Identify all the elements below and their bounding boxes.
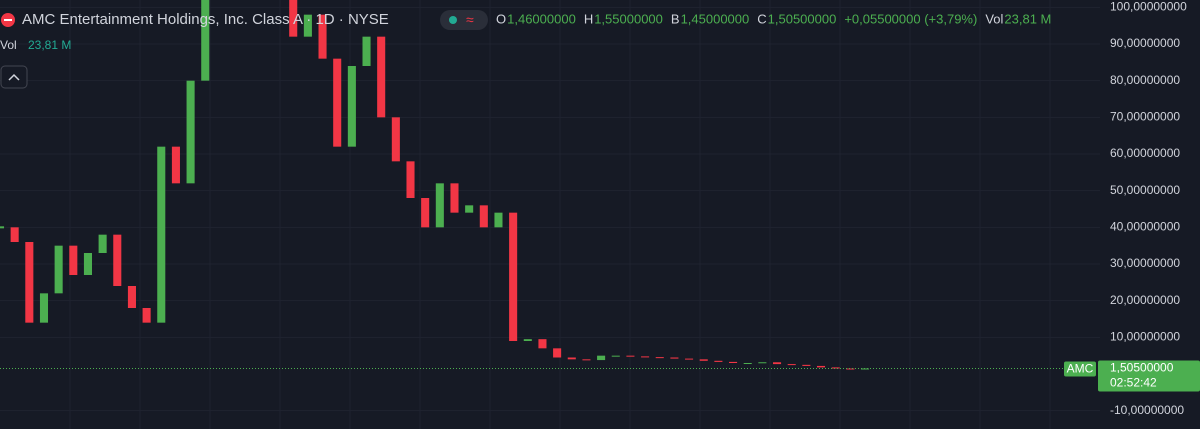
- candle: [787, 364, 796, 366]
- status-icon: ≈: [466, 12, 474, 28]
- legend: AMC Entertainment Holdings, Inc. Class A…: [1, 10, 488, 30]
- price-tag: [1098, 360, 1200, 392]
- candle: [157, 146, 166, 323]
- candle: [626, 355, 635, 357]
- y-tick-label: 30,00000000: [1110, 256, 1180, 270]
- ohlc-values: O 1,46000000 H 1,55000000 B 1,45000000 C 1,5050…: [496, 11, 1051, 26]
- ohlc-label: C: [757, 11, 766, 26]
- symbol-tag: [1064, 361, 1096, 377]
- candle: [347, 66, 356, 147]
- price-tag-countdown: 02:52:42: [1110, 376, 1157, 390]
- candle: [553, 348, 562, 358]
- candle: [25, 242, 34, 323]
- volume-value: 23,81 M: [28, 38, 71, 52]
- y-tick-label: 70,00000000: [1110, 110, 1180, 124]
- ohlc-value: 1,45000000: [681, 11, 750, 26]
- candle: [142, 308, 151, 323]
- candle: [186, 80, 195, 184]
- ohlc-label: O: [496, 11, 506, 26]
- candle: [773, 362, 782, 365]
- candle: [201, 0, 210, 81]
- candle: [758, 362, 767, 364]
- volume-label: Vol: [0, 38, 17, 52]
- status-dot: [449, 16, 457, 24]
- candle: [54, 245, 63, 294]
- candle: [377, 36, 386, 118]
- candle: [538, 339, 547, 349]
- candle: [98, 234, 107, 253]
- candle: [509, 212, 518, 341]
- ohlc-label: B: [671, 11, 680, 26]
- candle: [479, 205, 488, 228]
- candle: [289, 0, 298, 37]
- candle: [333, 58, 342, 147]
- candle: [435, 183, 444, 228]
- y-tick-label: 40,00000000: [1110, 220, 1180, 234]
- candle: [670, 357, 679, 359]
- candle: [567, 357, 576, 360]
- candle: [714, 360, 723, 362]
- change-value: +0,05500000 (+3,79%): [844, 11, 977, 26]
- y-tick-label: 50,00000000: [1110, 183, 1180, 197]
- candle: [831, 367, 840, 369]
- candles: [0, 0, 870, 370]
- candle: [406, 161, 415, 198]
- chart-title: AMC Entertainment Holdings, Inc. Class A…: [22, 11, 389, 28]
- candle: [0, 226, 5, 229]
- ohlc-value: 1,55000000: [594, 11, 663, 26]
- ohlc-value: 1,46000000: [507, 11, 576, 26]
- horizontal-grid: 100,00000000 90,00000000 80,00000000 70,000…: [0, 0, 1187, 417]
- candle: [318, 14, 327, 59]
- candle: [729, 361, 738, 363]
- candle: [611, 355, 620, 357]
- candle: [743, 363, 752, 364]
- price-tag-value: 1,50500000: [1110, 361, 1174, 375]
- candle: [685, 358, 694, 360]
- candle: [699, 359, 708, 361]
- y-tick-label: 60,00000000: [1110, 146, 1180, 160]
- candle: [421, 198, 430, 228]
- collapse-icon: [8, 73, 20, 81]
- ohlc-label: H: [584, 11, 593, 26]
- y-tick-label: 20,00000000: [1110, 293, 1180, 307]
- candle: [846, 368, 855, 370]
- candle: [655, 357, 664, 359]
- candle: [362, 36, 371, 66]
- candle: [391, 117, 400, 162]
- candle: [494, 212, 503, 228]
- candle: [39, 293, 49, 323]
- y-tick-label: 10,00000000: [1110, 330, 1180, 344]
- candle: [83, 253, 92, 275]
- candle: [465, 205, 474, 213]
- candle: [303, 14, 312, 37]
- ohlc-value: 1,50500000: [768, 11, 837, 26]
- status-pill[interactable]: [440, 10, 488, 30]
- candle: [171, 146, 180, 184]
- volume-label: Vol: [985, 11, 1003, 26]
- candle: [802, 364, 811, 366]
- volume-value: 23,81 M: [1004, 11, 1051, 26]
- symbol-tag-label: AMC: [1067, 362, 1094, 376]
- candle: [113, 234, 122, 286]
- candle: [523, 339, 532, 341]
- y-tick-label: 80,00000000: [1110, 73, 1180, 87]
- candle: [127, 286, 136, 308]
- candle: [69, 245, 78, 275]
- candle: [582, 359, 591, 361]
- y-tick-label: -10,00000000: [1110, 403, 1184, 417]
- y-tick-label: 90,00000000: [1110, 36, 1180, 50]
- y-tick-label: 100,00000000: [1110, 0, 1187, 14]
- collapse-button[interactable]: [0, 65, 28, 89]
- symbol-icon-bar: [4, 19, 12, 21]
- vertical-grid: [69, 0, 1051, 429]
- candle: [641, 356, 650, 358]
- candle: [450, 183, 459, 213]
- candle: [597, 355, 606, 361]
- candle: [816, 365, 826, 368]
- candle: [10, 227, 19, 242]
